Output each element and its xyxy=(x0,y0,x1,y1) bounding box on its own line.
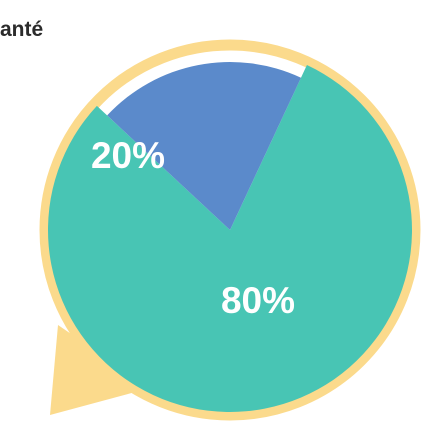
pie-slice-0 xyxy=(47,65,412,413)
speech-bubble-ring xyxy=(39,39,421,421)
speech-bubble-tail xyxy=(50,325,150,415)
chart-title: anté xyxy=(0,18,44,41)
pie-slice-label-1: 20% xyxy=(91,135,165,176)
pie-slices xyxy=(47,61,412,413)
pie-slice-1 xyxy=(107,61,301,230)
pie-labels: 80% 20% xyxy=(91,135,295,321)
pie-slice-label-0: 80% xyxy=(221,280,295,321)
